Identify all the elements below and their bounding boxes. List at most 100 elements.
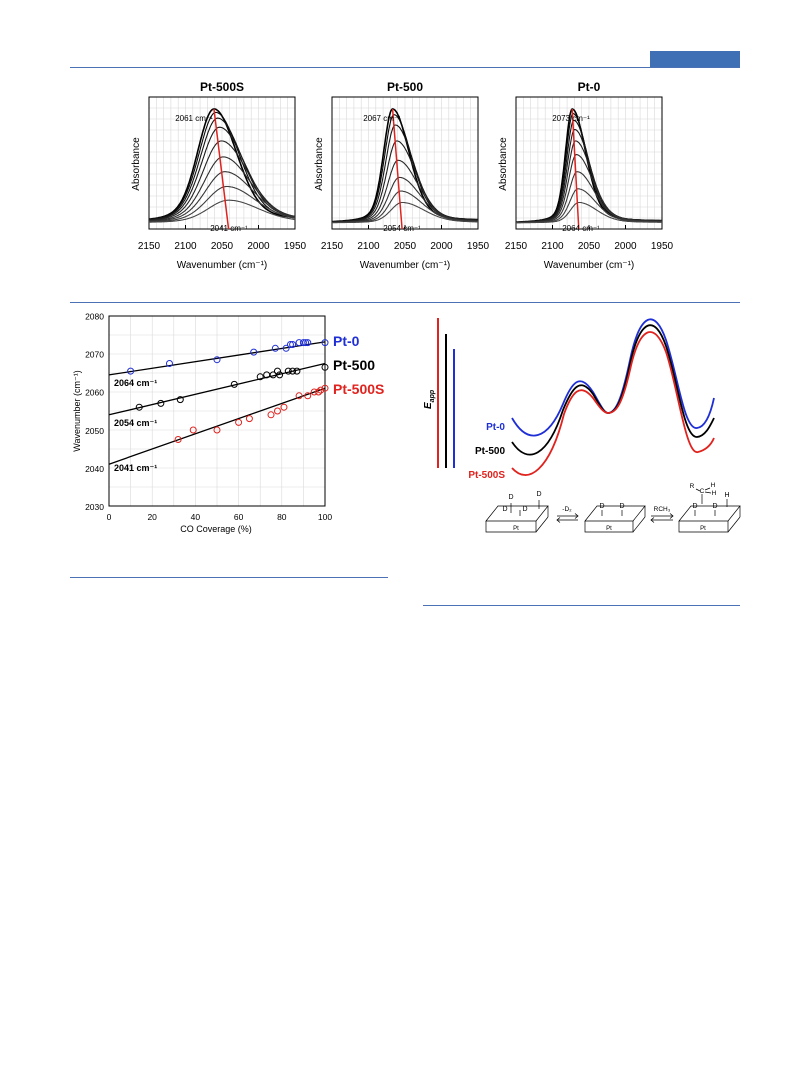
- data-point: [245, 415, 253, 423]
- atom-h: H: [712, 490, 717, 497]
- panel-title: Pt-500S: [200, 80, 244, 94]
- panel-title: Pt-500: [387, 80, 423, 94]
- data-point: [230, 380, 238, 388]
- data-point: [189, 426, 197, 434]
- atom-c: C: [700, 488, 705, 495]
- data-point: [280, 403, 288, 411]
- data-point: [302, 339, 310, 347]
- x-tick-label: 2150: [505, 241, 528, 252]
- y-axis-label: Absorbance: [131, 137, 142, 191]
- data-point: [157, 399, 165, 407]
- spectrum-curve: [516, 201, 662, 224]
- x-axis-label: Wavenumber (cm⁻¹): [544, 260, 634, 271]
- data-point: [289, 367, 297, 375]
- y-tick-label: 2050: [85, 426, 104, 436]
- data-point: [213, 426, 221, 434]
- x-tick-label: 2050: [394, 241, 417, 252]
- ir-panel-pt-500s: Pt-500S Absorbance Wavenumber (cm⁻¹) 206…: [131, 80, 307, 271]
- x-tick-label: 2100: [174, 241, 197, 252]
- data-point: [321, 339, 329, 347]
- peak-start-label: 2067 cm⁻¹: [363, 114, 401, 123]
- data-point: [176, 396, 184, 404]
- data-point: [165, 360, 173, 367]
- atom-d: D: [712, 503, 717, 510]
- header-rule: [70, 67, 740, 68]
- atom-h: H: [711, 482, 716, 489]
- peak-end-label: 2054 cm⁻¹: [383, 224, 421, 233]
- energy-curve-pt-500: [511, 324, 715, 456]
- fit-line: [108, 362, 326, 416]
- energy-label-pt-500: Pt-500: [475, 446, 505, 457]
- data-point: [174, 436, 182, 443]
- y-tick-label: 2070: [85, 350, 104, 360]
- data-point: [135, 403, 143, 411]
- intercept-label-pt-500s: 2041 cm⁻¹: [114, 463, 157, 473]
- spectrum-curve: [149, 185, 296, 223]
- y-tick-label: 2060: [85, 388, 104, 398]
- data-point: [235, 418, 243, 426]
- data-point: [263, 371, 271, 379]
- atom-r: R: [690, 483, 695, 490]
- data-point: [317, 386, 325, 394]
- surface-label: Pt: [700, 526, 706, 532]
- scatter-plot-area: Wavenumber (cm⁻¹) CO Coverage (%) 0 20 4…: [72, 312, 384, 535]
- x-axis-label: Wavenumber (cm⁻¹): [360, 260, 450, 271]
- data-point: [284, 367, 292, 375]
- atom-d: D: [536, 491, 541, 498]
- intercept-label-pt-0: 2064 cm⁻¹: [114, 378, 157, 388]
- x-tick-label: 0: [107, 512, 112, 522]
- ir-spectra-figure: Pt-500S Absorbance Wavenumber (cm⁻¹) 206…: [131, 80, 674, 271]
- x-axis-label: CO Coverage (%): [180, 524, 252, 534]
- energy-label-pt-0: Pt-0: [486, 422, 505, 433]
- data-point: [286, 341, 294, 348]
- surface-schematic-3: [678, 487, 741, 533]
- peak-end-label: 2041 cm⁻¹: [210, 224, 248, 233]
- x-tick-label: 2050: [211, 241, 234, 252]
- spectrum-curve: [149, 156, 296, 222]
- x-tick-label: 2150: [138, 241, 161, 252]
- header-tab: [650, 51, 740, 67]
- surface-label: Pt: [513, 526, 519, 532]
- x-tick-label: 80: [277, 512, 287, 522]
- y-tick-label: 2030: [85, 502, 104, 512]
- ir-panel-pt-500: Pt-500 Absorbance Wavenumber (cm⁻¹) 2067…: [314, 80, 490, 271]
- x-tick-label: 20: [147, 512, 157, 522]
- data-point: [299, 339, 307, 347]
- fit-line: [108, 341, 326, 376]
- energy-curve-pt-0: [511, 318, 715, 437]
- y-axis-label: Absorbance: [314, 137, 325, 191]
- x-tick-label: 1950: [467, 241, 490, 252]
- data-point: [213, 356, 221, 364]
- section-rule-left: [70, 577, 388, 578]
- surface-label: Pt: [606, 526, 612, 532]
- atom-d: D: [522, 506, 527, 513]
- x-tick-label: 2100: [541, 241, 564, 252]
- data-point: [273, 367, 281, 375]
- reaction-arrow-2: [650, 513, 674, 523]
- ir-panel-pt-0: Pt-0 Absorbance Wavenumber (cm⁻¹) 2073 c…: [498, 80, 674, 271]
- x-tick-label: 2150: [321, 241, 344, 252]
- x-tick-label: 100: [318, 512, 332, 522]
- y-tick-label: 2080: [85, 312, 104, 322]
- energy-label-pt-500s: Pt-500S: [468, 470, 505, 481]
- data-point: [321, 384, 329, 392]
- atom-d: D: [599, 503, 604, 510]
- x-tick-label: 2050: [578, 241, 601, 252]
- data-point: [276, 371, 284, 379]
- plot-frame: [108, 315, 326, 507]
- data-point: [295, 392, 303, 400]
- data-point: [256, 373, 264, 381]
- data-point: [293, 367, 301, 375]
- data-point: [304, 339, 312, 347]
- atom-d: D: [692, 503, 697, 510]
- x-tick-label: 2000: [247, 241, 270, 252]
- x-tick-label: 1950: [284, 241, 307, 252]
- peak-shift-line: [213, 108, 230, 230]
- svg-text:Eapp: Eapp: [423, 389, 436, 409]
- step1-label: -D₂: [562, 506, 572, 513]
- data-point: [273, 407, 281, 415]
- x-tick-label: 2100: [357, 241, 380, 252]
- peak-shift-line: [571, 108, 580, 230]
- reaction-arrow-1: [556, 513, 579, 523]
- x-tick-label: 2000: [614, 241, 637, 252]
